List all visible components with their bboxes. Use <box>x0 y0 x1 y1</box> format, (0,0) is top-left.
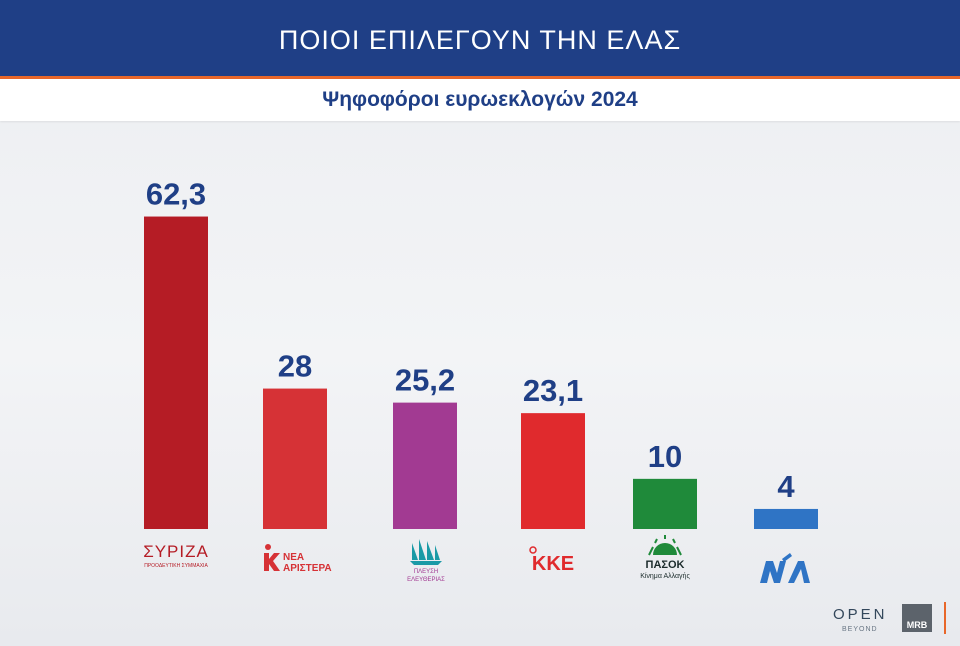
plefsi-text2: ΕΛΕΥΘΕΡΙΑΣ <box>407 577 445 583</box>
bar-5 <box>633 478 697 529</box>
sun-icon <box>653 543 677 555</box>
brand-divider <box>944 602 946 634</box>
value-label-5: 10 <box>648 439 682 474</box>
header-accent-line <box>0 76 960 79</box>
value-label-6: 4 <box>777 469 795 504</box>
kke-text: ΚΚΕ <box>532 553 574 575</box>
nea-aristera-text2: ΑΡΙΣΤΕΡΑ <box>283 563 332 574</box>
subtitle-bar: Ψηφοφόροι ευρωεκλογών 2024 <box>0 79 960 121</box>
value-labels-group: 62,3 28 25,2 23,1 10 4 <box>146 177 796 504</box>
bar-1 <box>144 216 208 529</box>
pasok-text: ΠΑΣΟΚ <box>646 559 685 571</box>
open-logo-subtext: BEYOND <box>842 626 878 633</box>
bar-6 <box>754 508 818 529</box>
party-logos-group: ΣΥΡΙΖΑ ΠΡΟΟΔΕΥΤΙΚΗ ΣΥΜΜΑΧΙΑ ΝΕΑ ΑΡΙΣΤΕΡΑ… <box>143 535 810 583</box>
nea-aristera-dot-icon <box>265 544 271 550</box>
page-title: ΠΟΙΟΙ ΕΠΙΛΕΓΟΥΝ ΤΗΝ ΕΛΑΣ <box>278 24 682 55</box>
bar-chart: 62,3 28 25,2 23,1 10 4 ΣΥΡΙΖΑ ΠΡΟΟΔΕΥΤΙΚΗ ΣΥΜ… <box>143 177 818 583</box>
nd-logo-icon <box>760 561 786 583</box>
bar-2 <box>263 388 327 529</box>
page-subtitle: Ψηφοφόροι ευρωεκλογών 2024 <box>322 88 638 111</box>
syriza-logo-subtext: ΠΡΟΟΔΕΥΤΙΚΗ ΣΥΜΜΑΧΙΑ <box>144 563 208 569</box>
value-label-1: 62,3 <box>146 177 206 212</box>
mrb-logo: MRB <box>902 604 932 632</box>
kke-logo: ΚΚΕ <box>529 546 574 575</box>
plefsi-text: ΠΛΕΥΣΗ <box>414 569 438 575</box>
pasok-logo: ΠΑΣΟΚ Κίνημα Αλλαγής <box>640 535 690 580</box>
bar-4 <box>521 413 585 529</box>
syriza-logo-text: ΣΥΡΙΖΑ <box>143 542 209 561</box>
nea-aristera-k-icon <box>264 553 280 571</box>
nea-aristera-logo: ΝΕΑ ΑΡΙΣΤΕΡΑ <box>264 544 332 574</box>
pasok-subtext: Κίνημα Αλλαγής <box>640 572 690 580</box>
open-logo: OPEN <box>833 606 888 623</box>
nd-logo <box>760 553 810 583</box>
value-label-4: 23,1 <box>523 373 583 408</box>
hammer-sickle-icon <box>529 546 537 554</box>
syriza-logo: ΣΥΡΙΖΑ ΠΡΟΟΔΕΥΤΙΚΗ ΣΥΜΜΑΧΙΑ <box>143 542 209 569</box>
bars-group <box>144 216 818 529</box>
header-bar: ΠΟΙΟΙ ΕΠΙΛΕΓΟΥΝ ΤΗΝ ΕΛΑΣ <box>0 0 960 76</box>
value-label-2: 28 <box>278 349 312 384</box>
plefsi-logo: ΠΛΕΥΣΗ ΕΛΕΥΘΕΡΙΑΣ <box>407 539 445 583</box>
value-label-3: 25,2 <box>395 363 455 398</box>
bar-3 <box>393 402 457 529</box>
ship-icon <box>410 561 442 565</box>
nea-aristera-text: ΝΕΑ <box>283 552 304 563</box>
